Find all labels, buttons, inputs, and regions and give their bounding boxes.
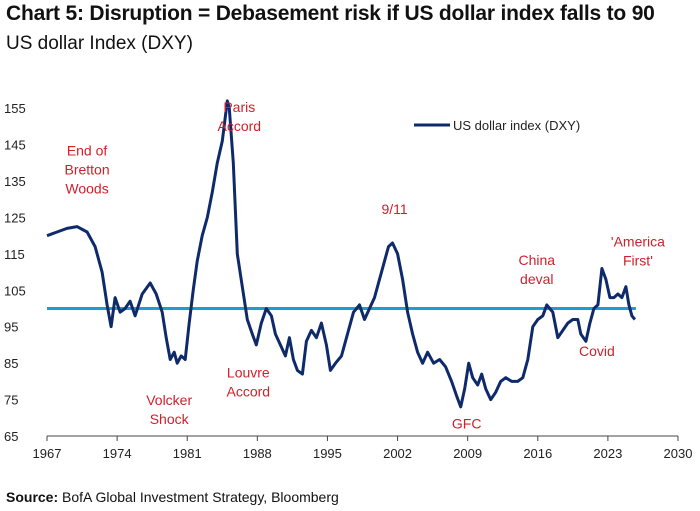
annotation-line: 9/11 (381, 201, 407, 217)
annotation-line: Covid (579, 343, 615, 359)
annotation-line: deval (520, 271, 553, 287)
y-tick-label-95: 95 (4, 320, 18, 335)
chart-title: Chart 5: Disruption = Debasement risk if… (6, 2, 655, 25)
y-tick-label-65: 65 (4, 429, 18, 444)
x-tick-label-1988: 1988 (243, 446, 272, 461)
annotation-gfc: GFC (452, 416, 482, 432)
annotation-line: First' (623, 253, 653, 269)
y-tick-label-145: 145 (4, 138, 26, 153)
annotation-line: China (518, 252, 555, 268)
annotation-line: Shock (150, 411, 190, 427)
annotation-america-first: 'America First' (611, 234, 665, 269)
series-line-dxy (46, 99, 637, 409)
y-tick-label-125: 125 (4, 210, 26, 225)
y-tick-label-115: 115 (4, 247, 25, 262)
annotation-paris-accord: Paris Accord (218, 99, 262, 134)
x-tick-label-2023: 2023 (593, 446, 622, 461)
annotations: End of Bretton Woods Volcker Shock Paris Accor… (64, 99, 665, 432)
y-axis-ticks: 65 75 85 95 105 115 125 135 145 155 (4, 101, 26, 444)
y-tick-label-135: 135 (4, 174, 26, 189)
legend: US dollar index (DXY) (414, 118, 580, 133)
x-tick-label-1974: 1974 (103, 446, 132, 461)
chart-subtitle: US dollar Index (DXY) (6, 33, 193, 54)
annotation-line: Woods (65, 181, 108, 197)
annotation-line: Paris (223, 99, 255, 115)
annotation-end-of-bretton-woods: End of Bretton Woods (64, 143, 109, 197)
x-tick-label-2002: 2002 (383, 446, 412, 461)
x-tick-label-1995: 1995 (313, 446, 342, 461)
annotation-line: Louvre (227, 365, 270, 381)
x-tick-label-1967: 1967 (33, 446, 62, 461)
annotation-9-11: 9/11 (381, 201, 407, 217)
x-tick-label-2016: 2016 (523, 446, 552, 461)
annotation-china-deval: China deval (518, 252, 555, 287)
annotation-covid: Covid (579, 343, 615, 359)
x-tick-label-2030: 2030 (664, 446, 693, 461)
annotation-line: Accord (227, 384, 271, 400)
source-text: BofA Global Investment Strategy, Bloombe… (62, 489, 339, 505)
annotation-volcker-shock: Volcker Shock (146, 392, 192, 427)
source-note: Source: BofA Global Investment Strategy,… (6, 489, 339, 505)
annotation-line: Volcker (146, 392, 192, 408)
source-label: Source: (6, 489, 59, 505)
annotation-line: GFC (452, 416, 482, 432)
x-axis-ticks: 1967 1974 1981 1988 1995 2002 2009 2016 2023 2030 (33, 436, 693, 461)
y-tick-label-85: 85 (4, 356, 18, 371)
annotation-line: 'America (611, 234, 665, 250)
y-tick-label-75: 75 (4, 393, 18, 408)
y-tick-label-155: 155 (4, 101, 26, 116)
annotation-line: End of (67, 143, 108, 159)
annotation-line: Accord (218, 118, 262, 134)
annotation-louvre-accord: Louvre Accord (227, 365, 271, 400)
legend-label-dxy: US dollar index (DXY) (453, 118, 580, 133)
annotation-line: Bretton (64, 162, 109, 178)
x-tick-label-2009: 2009 (453, 446, 482, 461)
y-tick-label-105: 105 (4, 283, 26, 298)
x-tick-label-1981: 1981 (173, 446, 202, 461)
